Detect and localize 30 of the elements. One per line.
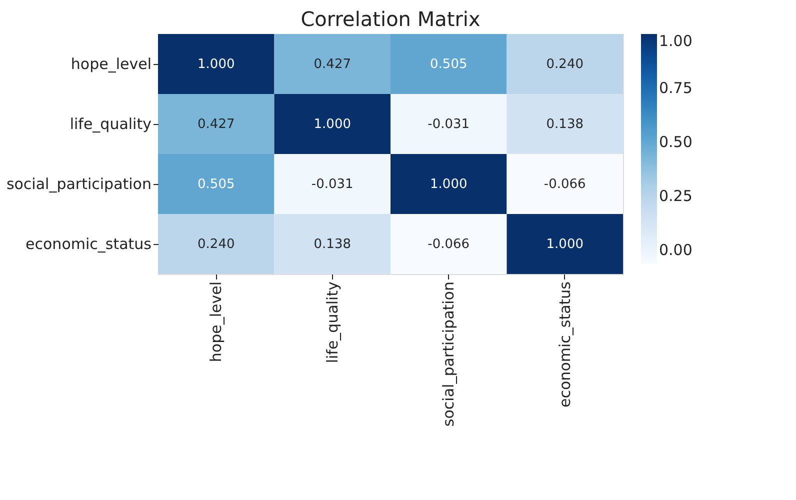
- color-bar-label: 0.75: [659, 78, 692, 97]
- data-label: 0.505: [198, 177, 235, 192]
- data-label: 1.000: [198, 57, 235, 72]
- y-tick-label: life_quality: [70, 115, 152, 133]
- color-bar-label: 1.00: [659, 32, 692, 50]
- chart-title: Correlation Matrix: [300, 7, 480, 31]
- y-tick-label: social_participation: [6, 175, 152, 193]
- x-tick-label: life_quality: [323, 281, 342, 364]
- y-tick-label: economic_status: [26, 235, 152, 253]
- data-label: 1.000: [430, 177, 468, 192]
- data-label: -0.031: [428, 117, 470, 132]
- data-label: 0.138: [546, 117, 584, 132]
- color-bar-label: 0.25: [659, 186, 692, 205]
- data-label: 0.505: [430, 57, 468, 72]
- data-label: -0.066: [428, 237, 470, 252]
- color-bar-label: 0.00: [659, 240, 692, 259]
- data-label: 1.000: [546, 237, 584, 252]
- data-label: 0.427: [198, 117, 235, 132]
- data-label: 0.138: [314, 237, 351, 252]
- y-tick-label: hope_level: [70, 55, 152, 73]
- data-label: -0.066: [544, 177, 586, 192]
- x-tick-label: social_participation: [440, 282, 458, 427]
- data-label: 0.240: [546, 57, 584, 72]
- x-tick-label: economic_status: [556, 281, 574, 408]
- x-tick-label: hope_level: [207, 282, 226, 362]
- data-label: -0.031: [311, 177, 354, 192]
- data-label: 0.240: [198, 237, 235, 252]
- data-label: 1.000: [314, 117, 351, 132]
- data-label: 0.427: [314, 57, 351, 72]
- color-bar-label: 0.50: [659, 132, 692, 151]
